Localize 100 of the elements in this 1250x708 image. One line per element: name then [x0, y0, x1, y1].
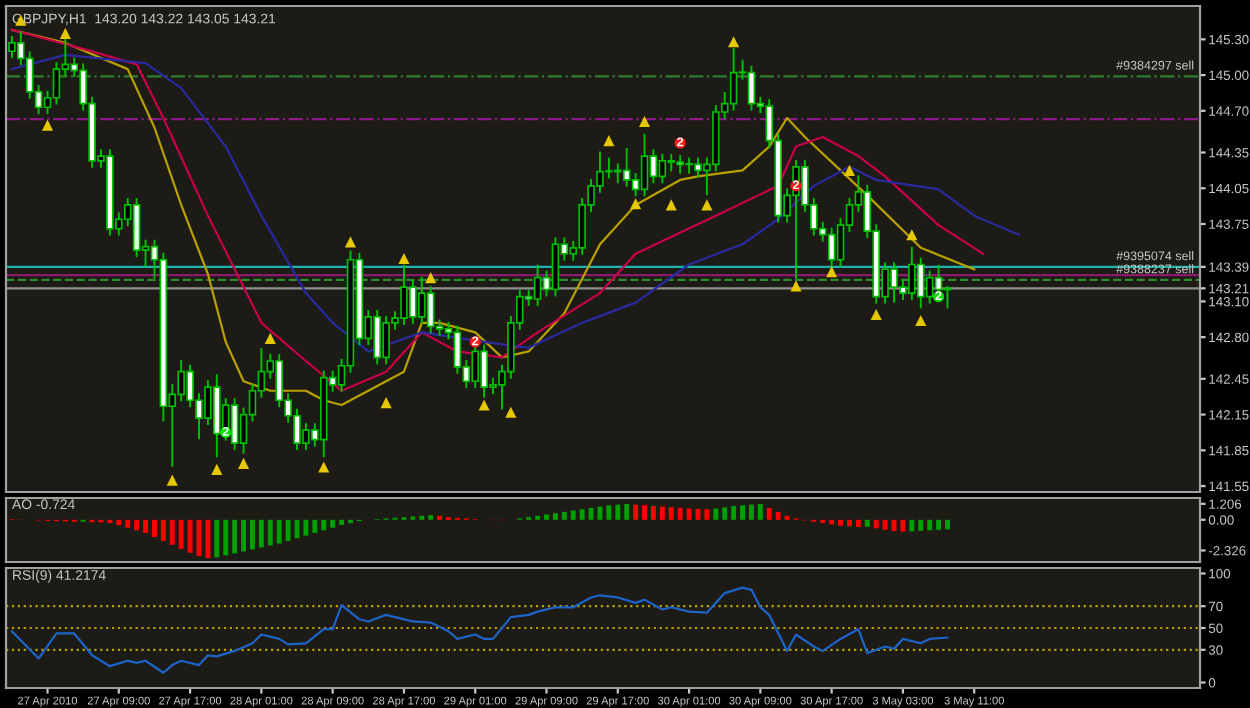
bar: [552, 513, 558, 520]
candlestick: [649, 149, 658, 184]
bar: [303, 519, 309, 536]
bar: [116, 519, 122, 526]
bar: [900, 519, 906, 532]
bar: [570, 510, 576, 520]
bar: [740, 505, 745, 520]
point: [166, 474, 178, 486]
candlestick: [230, 398, 239, 451]
candlestick: [453, 325, 462, 374]
bar: [241, 519, 246, 552]
candlestick: [622, 147, 631, 187]
bar: [713, 508, 719, 520]
bar: [927, 519, 933, 531]
point: [264, 332, 276, 344]
bar: [544, 514, 549, 520]
point: [505, 406, 517, 418]
bar: [650, 505, 656, 520]
bar: [321, 519, 327, 531]
bar: [855, 519, 861, 528]
point: [915, 314, 927, 327]
point: [843, 164, 856, 176]
bar: [642, 505, 647, 520]
line-series: [10, 586, 949, 674]
bar: [677, 507, 683, 520]
bar: [624, 503, 630, 520]
bar: [659, 506, 665, 520]
bar: [633, 504, 639, 520]
bar: [178, 519, 184, 549]
bar: [847, 519, 852, 527]
bar: [686, 508, 692, 520]
point: [870, 308, 882, 321]
bar: [143, 519, 148, 533]
bar: [250, 519, 255, 550]
bar: [909, 519, 915, 532]
candlestick: [747, 65, 756, 111]
candlestick: [417, 276, 426, 324]
bar: [258, 519, 264, 548]
point: [59, 27, 71, 39]
candlestick: [658, 153, 667, 184]
point: [630, 198, 642, 210]
bar: [152, 519, 157, 537]
bar: [731, 505, 737, 520]
candlestick: [667, 153, 676, 172]
bar: [882, 519, 888, 530]
bar: [704, 509, 710, 520]
point: [638, 115, 651, 128]
point: [318, 461, 330, 473]
candlestick: [52, 62, 61, 105]
bar: [187, 519, 193, 553]
bar: [330, 519, 336, 528]
candlestick: [551, 237, 560, 297]
candlestick: [640, 133, 649, 197]
point: [380, 397, 392, 409]
candlestick: [729, 47, 738, 111]
candlestick: [533, 264, 542, 306]
bar: [276, 519, 282, 544]
bar: [838, 519, 843, 526]
point: [211, 463, 223, 475]
point: [478, 399, 490, 411]
candlestick: [827, 227, 836, 267]
bar: [205, 519, 211, 559]
bar: [561, 511, 567, 520]
bar: [588, 507, 594, 520]
candlestick: [925, 270, 934, 304]
point: [238, 457, 250, 469]
candlestick: [916, 257, 925, 309]
bar: [668, 507, 674, 520]
bar: [125, 519, 131, 528]
point: [344, 236, 357, 248]
bar: [579, 509, 585, 520]
bar: [232, 519, 238, 554]
line-series: [10, 53, 1020, 353]
bar: [757, 503, 763, 520]
bar: [339, 519, 345, 526]
bar: [169, 519, 175, 545]
point: [603, 135, 615, 147]
bar: [615, 504, 621, 520]
point: [398, 252, 410, 265]
bar: [936, 519, 942, 530]
bar: [223, 519, 229, 556]
bar: [749, 504, 754, 520]
bar: [160, 519, 166, 541]
bar: [722, 507, 728, 520]
bar: [285, 519, 291, 541]
bar: [312, 519, 318, 533]
bar: [214, 519, 220, 558]
bar: [864, 519, 870, 527]
bar: [134, 519, 140, 531]
point: [41, 119, 54, 131]
bar: [267, 519, 273, 546]
bar: [606, 505, 612, 520]
point: [728, 36, 740, 48]
bar: [775, 511, 781, 520]
candlestick: [132, 198, 141, 258]
bar: [873, 519, 879, 529]
point: [826, 266, 838, 278]
point: [790, 280, 802, 292]
point: [906, 229, 918, 241]
bar: [918, 519, 924, 531]
